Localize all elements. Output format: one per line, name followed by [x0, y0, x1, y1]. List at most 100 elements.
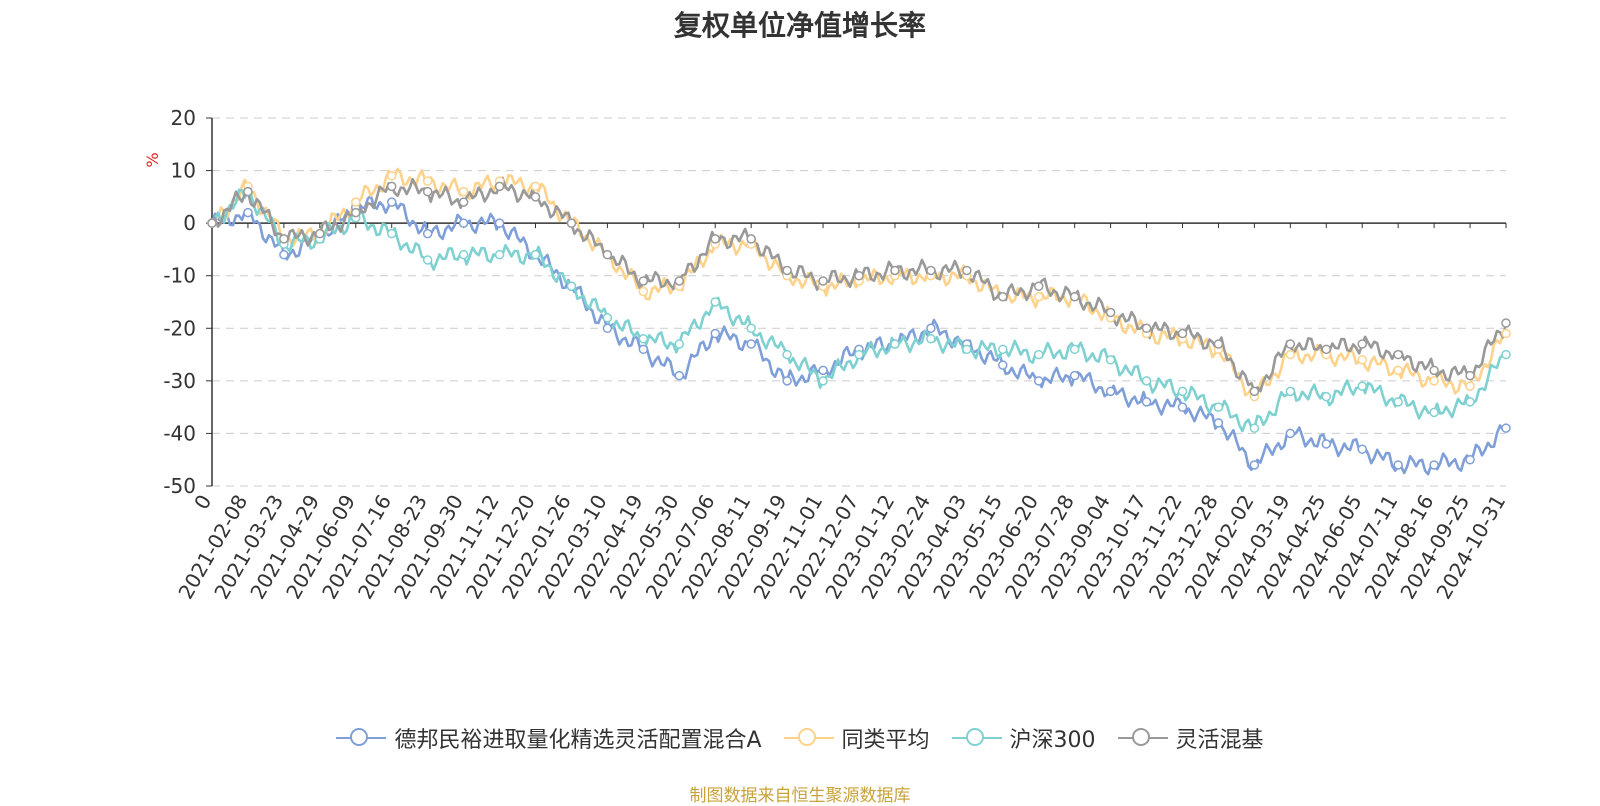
legend-item[interactable]: 灵活混基 [1117, 722, 1264, 754]
y-tick-label: -50 [163, 474, 196, 498]
data-point [1321, 344, 1332, 355]
legend-marker-icon [783, 726, 834, 750]
legend-item[interactable]: 沪深300 [951, 722, 1096, 754]
data-point [530, 249, 541, 260]
data-point [674, 276, 685, 286]
legend: 德邦民裕进取量化精选灵活配置混合A 同类平均 沪深300 灵活混基 [0, 722, 1600, 754]
y-tick-label: 0 [183, 211, 196, 235]
data-point [1429, 376, 1439, 386]
data-point [926, 323, 936, 334]
data-point [279, 234, 289, 244]
series-line [210, 194, 1507, 476]
data-point [1069, 344, 1080, 355]
data-point [1177, 386, 1188, 397]
data-point [1321, 439, 1332, 449]
data-point [998, 360, 1008, 370]
data-point [1069, 370, 1080, 381]
data-point [602, 323, 613, 334]
data-point [890, 339, 900, 349]
data-point [1285, 386, 1296, 397]
data-point [494, 181, 505, 192]
legend-label: 德邦民裕进取量化精选灵活配置混合A [394, 728, 762, 753]
data-point [602, 249, 613, 260]
data-point [1249, 423, 1260, 433]
legend-label: 同类平均 [841, 728, 930, 753]
data-point [458, 197, 469, 207]
data-point [1105, 307, 1116, 318]
data-point [782, 376, 792, 386]
data-point [279, 249, 289, 260]
grid-lines [212, 117, 1506, 487]
data-point [998, 291, 1008, 302]
data-point [1393, 349, 1403, 360]
data-point [1393, 397, 1403, 407]
data-point [1321, 391, 1332, 402]
data-point [1033, 291, 1044, 302]
legend-marker-icon [336, 726, 387, 750]
series-markers [207, 171, 1511, 470]
data-point [746, 234, 756, 244]
data-point [530, 192, 541, 202]
data-point [746, 339, 756, 349]
data-point [1501, 318, 1511, 328]
data-point [638, 344, 649, 355]
data-point [1033, 349, 1044, 360]
data-point [962, 265, 972, 276]
data-point [602, 313, 613, 323]
data-point [458, 249, 469, 260]
data-point [243, 186, 253, 197]
data-point [710, 328, 720, 339]
data-point [854, 349, 864, 360]
legend-label: 沪深300 [1009, 728, 1096, 753]
y-tick-label: -20 [163, 316, 196, 340]
data-point [710, 234, 720, 244]
data-point [1357, 355, 1367, 365]
data-point [818, 276, 828, 286]
data-point [1213, 402, 1224, 412]
data-point [638, 334, 649, 344]
data-point [638, 276, 649, 286]
data-point [674, 339, 685, 349]
legend-label: 灵活混基 [1175, 728, 1264, 753]
legend-item[interactable]: 德邦民裕进取量化精选灵活配置混合A [336, 722, 762, 754]
y-tick-label: -30 [163, 369, 196, 393]
data-point [1357, 339, 1367, 349]
data-point [1069, 291, 1080, 302]
data-point [1249, 460, 1260, 470]
data-point [926, 265, 936, 276]
data-point [1141, 397, 1152, 407]
data-point [962, 344, 972, 355]
data-point [1177, 402, 1188, 412]
data-point [1213, 418, 1224, 428]
legend-item[interactable]: 同类平均 [783, 722, 930, 754]
data-point [1501, 349, 1511, 360]
data-point [422, 255, 433, 265]
data-point [1357, 381, 1367, 391]
data-point [566, 281, 577, 291]
data-point [746, 323, 756, 334]
data-point [494, 249, 505, 260]
data-point [243, 207, 253, 218]
data-point [890, 265, 900, 276]
y-tick-label: -10 [163, 264, 196, 288]
data-point [1501, 423, 1511, 433]
data-point [1177, 328, 1188, 339]
data-point [1429, 407, 1439, 418]
data-point [1213, 339, 1224, 349]
data-point [1465, 381, 1475, 391]
data-point [854, 270, 864, 281]
x-tick-label: 0 [189, 491, 216, 514]
data-point [351, 197, 361, 207]
data-point [818, 365, 828, 376]
data-point [1105, 355, 1116, 365]
chart-title: 复权单位净值增长率 [673, 9, 926, 42]
data-point [1429, 365, 1439, 376]
data-point [1429, 460, 1439, 470]
data-point [926, 334, 936, 344]
data-point [782, 349, 792, 360]
data-point [1465, 370, 1475, 381]
y-axis-label: % [143, 152, 162, 167]
data-point [530, 181, 541, 192]
y-tick-label: 20 [171, 106, 196, 130]
